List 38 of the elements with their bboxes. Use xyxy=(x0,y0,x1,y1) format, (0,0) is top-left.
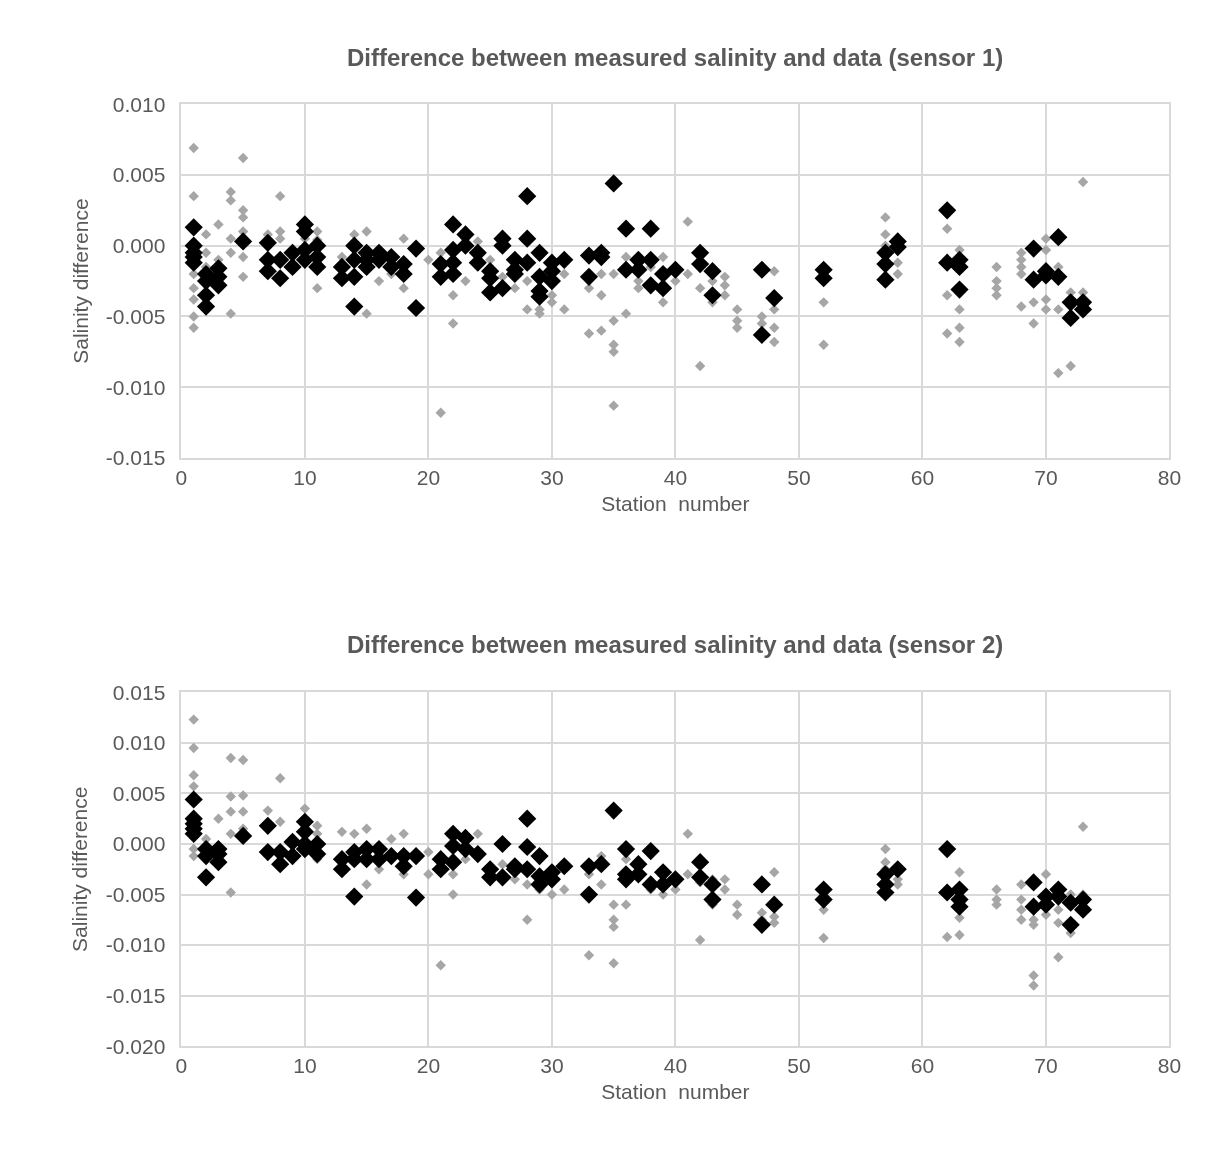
x-tick-label: 0 xyxy=(175,1054,188,1078)
chart-title: Difference between measured salinity and data (sensor 1) xyxy=(347,44,1004,71)
x-tick-label: 80 xyxy=(1157,465,1182,489)
y-tick-label: -0.010 xyxy=(105,375,166,399)
y-tick-label: 0.015 xyxy=(112,680,166,704)
x-tick-label: 80 xyxy=(1157,1054,1182,1078)
y-tick-label: 0.010 xyxy=(112,92,166,116)
x-tick-label: 50 xyxy=(787,1054,811,1078)
y-tick-label: -0.015 xyxy=(105,446,166,470)
y-tick-label: -0.015 xyxy=(105,984,166,1007)
x-tick-label: 30 xyxy=(540,465,564,489)
x-tick-label: 60 xyxy=(910,1054,935,1078)
x-tick-label: 40 xyxy=(663,465,688,489)
y-axis-title: Salinity difference xyxy=(68,786,92,952)
x-tick-label: 70 xyxy=(1034,1054,1058,1078)
chart-title: Difference between measured salinity and data (sensor 2) xyxy=(347,631,1004,658)
y-axis-title: Salinity difference xyxy=(68,198,92,364)
y-tick-label: -0.005 xyxy=(105,304,166,328)
x-axis-title: Station number xyxy=(601,1079,750,1103)
y-tick-label: 0.000 xyxy=(112,832,166,856)
y-tick-label: 0.010 xyxy=(112,731,166,755)
x-tick-label: 50 xyxy=(787,465,811,489)
x-tick-label: 60 xyxy=(910,465,935,489)
x-tick-label: 70 xyxy=(1034,465,1058,489)
y-tick-label: -0.005 xyxy=(105,882,166,906)
y-tick-label: -0.020 xyxy=(105,1034,166,1058)
x-tick-label: 20 xyxy=(416,465,441,489)
y-tick-label: 0.000 xyxy=(112,234,166,258)
x-tick-label: 10 xyxy=(293,1054,317,1078)
x-tick-label: 30 xyxy=(540,1054,564,1078)
x-axis-title: Station number xyxy=(601,491,750,515)
x-tick-label: 20 xyxy=(416,1054,441,1078)
y-tick-label: -0.010 xyxy=(105,933,166,957)
x-tick-label: 40 xyxy=(663,1054,688,1078)
y-tick-label: 0.005 xyxy=(112,163,166,187)
x-tick-label: 0 xyxy=(175,465,188,489)
x-tick-label: 10 xyxy=(293,465,317,489)
y-tick-label: 0.005 xyxy=(112,781,166,805)
